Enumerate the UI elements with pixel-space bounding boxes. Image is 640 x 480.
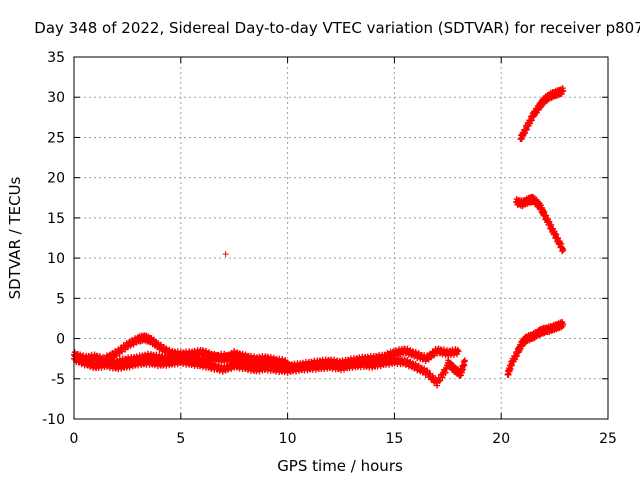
- y-tick-label: 35: [47, 50, 65, 66]
- series-track-c: [103, 332, 291, 368]
- x-tick-label: 20: [492, 431, 510, 447]
- x-tick-label: 5: [176, 431, 185, 447]
- series-track-g: [513, 193, 567, 255]
- y-tick-label: -10: [42, 412, 65, 428]
- chart-title: Day 348 of 2022, Sidereal Day-to-day VTE…: [34, 19, 640, 37]
- x-tick-label: 15: [385, 431, 403, 447]
- y-tick-label: 5: [56, 291, 65, 307]
- y-tick-label: -5: [51, 372, 65, 388]
- y-tick-label: 10: [47, 251, 65, 267]
- x-tick-label: 10: [279, 431, 297, 447]
- series-track-b: [71, 353, 451, 389]
- y-tick-label: 25: [47, 130, 65, 146]
- ticks: 0 5 10 15 20 25 -10 -5 0 5 10 15 20 25 30 35: [42, 50, 617, 447]
- y-tick-label: 15: [47, 211, 65, 227]
- series-track-d: [444, 357, 468, 379]
- y-tick-label: 30: [47, 90, 65, 106]
- series-track-e: [504, 319, 567, 378]
- y-tick-label: 0: [56, 332, 65, 348]
- plot-frame: [73, 56, 609, 420]
- y-tick-label: 20: [47, 171, 65, 187]
- x-axis-label: GPS time / hours: [277, 457, 403, 475]
- series-track-f: [517, 85, 567, 143]
- x-tick-label: 0: [70, 431, 79, 447]
- y-axis-label: SDTVAR / TECUs: [6, 176, 24, 299]
- x-tick-label: 25: [599, 431, 617, 447]
- data-point: [222, 251, 229, 258]
- data-points: [71, 85, 567, 389]
